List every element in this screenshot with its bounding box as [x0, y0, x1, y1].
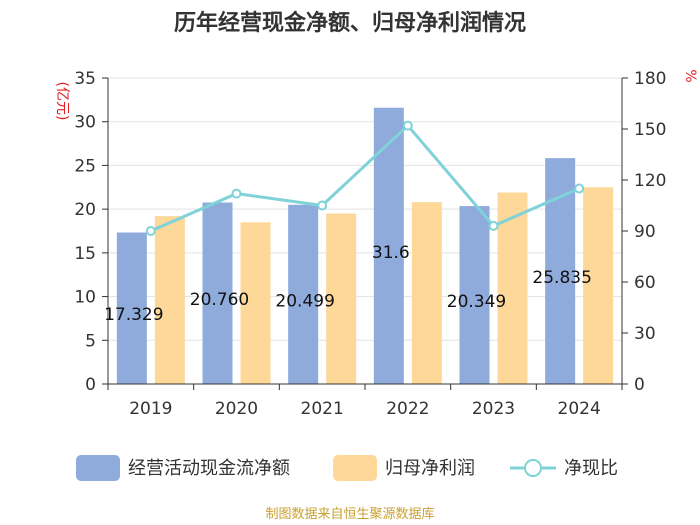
y-left-tick-label: 0	[85, 375, 96, 395]
y-left-tick-label: 20	[74, 200, 96, 220]
bar-value-label: 31.6	[372, 243, 410, 263]
y-left-tick-label: 30	[74, 113, 96, 133]
y-left-tick-label: 25	[74, 156, 96, 176]
bar-net-profit	[326, 213, 357, 384]
legend-label-ratio: 净现比	[564, 458, 618, 479]
y-right-tick-label: 0	[634, 375, 645, 395]
y-right-tick-label: 180	[634, 69, 666, 89]
legend-label-net-profit: 归母净利润	[385, 458, 475, 479]
chart-title: 历年经营现金净额、归母净利润情况	[174, 10, 526, 36]
y-left-tick-label: 10	[74, 288, 96, 308]
bar-net-profit	[154, 216, 185, 384]
y-right-label: %	[682, 69, 698, 82]
line-point	[574, 183, 585, 194]
bar-net-profit	[583, 187, 614, 384]
y-right-tick-label: 30	[634, 324, 656, 344]
legend-swatch-cash-flow	[76, 455, 120, 481]
grid	[108, 77, 622, 341]
y-right-tick-label: 120	[634, 171, 666, 191]
legend-label-cash-flow: 经营活动现金流净额	[128, 458, 290, 479]
x-tick-label: 2024	[558, 399, 601, 419]
data-labels: 17.329 20.760 20.499 31.6 20.349 25.835	[104, 243, 592, 325]
source-note: 制图数据来自恒生聚源数据库	[265, 506, 434, 522]
bar-net-profit	[497, 192, 528, 384]
y-left-tick-label: 35	[74, 69, 96, 89]
y-right-tick-label: 90	[634, 222, 656, 242]
legend: 经营活动现金流净额 归母净利润 净现比	[76, 455, 618, 481]
line-series	[145, 120, 585, 236]
bars	[116, 107, 614, 385]
line-point	[488, 220, 499, 231]
y-left-tick-label: 5	[85, 331, 96, 351]
bar-value-label: 20.349	[447, 292, 506, 312]
bar-net-profit	[240, 222, 271, 384]
bar-cash-flow	[116, 232, 147, 384]
bar-cash-flow	[288, 204, 319, 384]
axes: 0 5 10 15 20 25 30 35 0 30 60 90 120 150 180 2019 2020 20…	[74, 69, 666, 419]
bar-value-label: 25.835	[532, 268, 591, 288]
bar-cash-flow	[459, 206, 490, 384]
bar-value-label: 17.329	[104, 305, 163, 325]
bar-value-label: 20.760	[190, 290, 249, 310]
x-tick-label: 2019	[129, 399, 172, 419]
x-tick-label: 2020	[215, 399, 258, 419]
line-point	[145, 226, 156, 236]
y-right-tick-label: 60	[634, 273, 656, 293]
bar-cash-flow	[202, 202, 233, 384]
line-point	[317, 200, 328, 211]
x-tick-label: 2021	[301, 399, 344, 419]
legend-swatch-net-profit	[333, 455, 377, 481]
bar-value-label: 20.499	[275, 291, 334, 311]
line-point	[402, 120, 413, 131]
y-left-tick-label: 15	[74, 244, 96, 264]
line-net-cash-ratio	[150, 123, 580, 233]
bar-net-profit	[411, 202, 442, 384]
line-point	[231, 188, 242, 199]
y-left-label: (亿元)	[54, 82, 70, 121]
y-right-tick-label: 150	[634, 120, 666, 140]
x-tick-label: 2022	[386, 399, 429, 419]
legend-swatch-ratio-marker	[524, 459, 542, 477]
x-tick-label: 2023	[472, 399, 515, 419]
